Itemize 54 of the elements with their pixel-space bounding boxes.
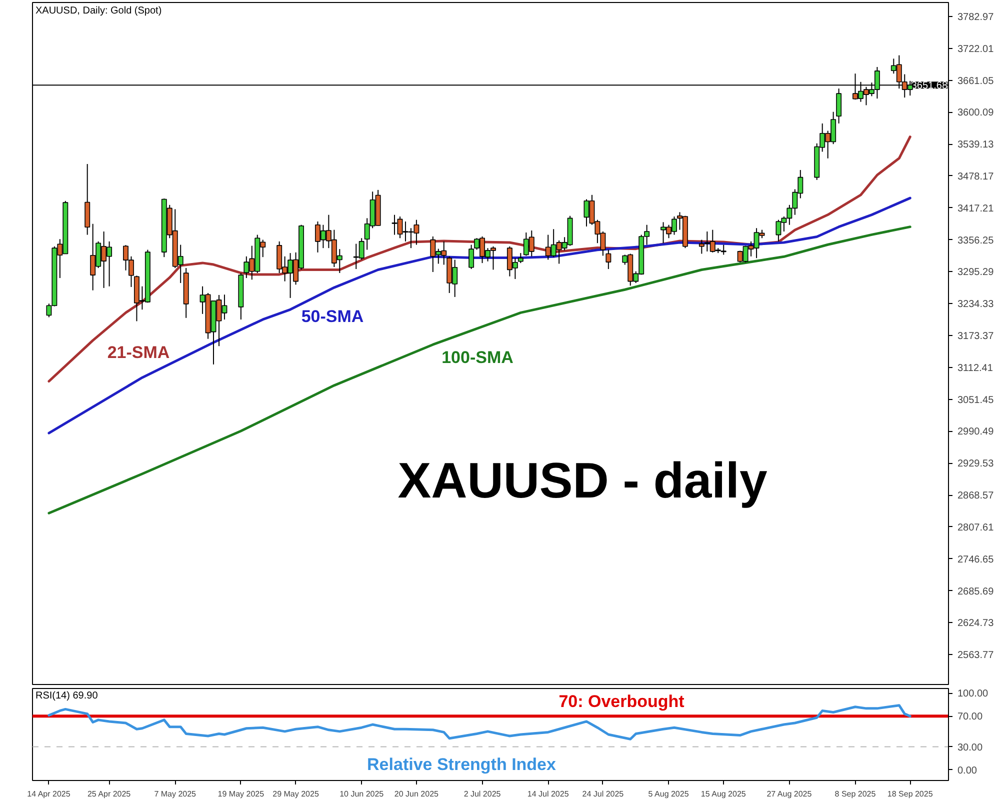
y-tick-label: 2807.61 xyxy=(958,522,994,534)
y-tick-label: 2868.57 xyxy=(958,490,994,502)
line-series xyxy=(48,226,912,514)
y-tick-label: 2990.49 xyxy=(958,426,994,438)
x-tick-label: 19 May 2025 xyxy=(218,790,265,798)
chart-title: RSI(14) 69.90 xyxy=(36,690,98,702)
line-series xyxy=(48,196,912,434)
y-tick-label: 100.00 xyxy=(958,688,989,700)
x-tick-label: 5 Aug 2025 xyxy=(648,790,690,798)
x-tick-label: 10 Jun 2025 xyxy=(340,790,384,798)
x-tick-label: 18 Sep 2025 xyxy=(887,790,934,798)
y-tick-label: 3112.41 xyxy=(958,362,994,374)
ref-line-label: 70: Overbought xyxy=(558,692,685,711)
y-tick-label: 3722.01 xyxy=(958,44,994,55)
y-tick-label: 3478.17 xyxy=(958,171,994,182)
y-tick-label: 2929.53 xyxy=(958,458,994,470)
series-label: 21-SMA xyxy=(107,343,170,362)
y-tick-label: 2624.73 xyxy=(958,618,994,630)
y-tick-label: 3356.25 xyxy=(958,235,994,246)
series-label: 100-SMA xyxy=(442,348,514,367)
candlestick xyxy=(468,244,474,270)
annotation: Relative Strength Index xyxy=(367,755,557,774)
x-tick-label: 25 Apr 2025 xyxy=(87,790,132,798)
candlestick xyxy=(518,252,524,264)
y-tick-label: 3295.29 xyxy=(958,267,994,278)
y-tick-label: 2746.65 xyxy=(958,554,994,566)
x-tick-label: 24 Jul 2025 xyxy=(582,790,624,798)
x-tick-label: 15 Aug 2025 xyxy=(700,790,746,798)
x-tick-label: 29 May 2025 xyxy=(272,790,320,798)
x-tick-label: 14 Jul 2025 xyxy=(527,790,570,798)
y-tick-label: 3234.33 xyxy=(958,299,994,310)
candlestick xyxy=(836,88,842,124)
chart-title: XAUUSD, Daily: Gold (Spot) xyxy=(36,6,162,16)
series-label: 50-SMA xyxy=(301,307,364,326)
y-tick-label: 2685.69 xyxy=(958,586,994,598)
y-tick-label: 3051.45 xyxy=(958,394,994,406)
x-tick-label: 8 Sep 2025 xyxy=(834,790,876,798)
candlestick xyxy=(606,249,612,270)
y-tick-label: 70.00 xyxy=(958,712,983,723)
x-tick-label: 27 Aug 2025 xyxy=(766,790,812,798)
y-tick-label: 30.00 xyxy=(958,742,983,754)
y-tick-label: 3661.05 xyxy=(958,76,994,87)
y-tick-label: 3782.97 xyxy=(958,12,994,23)
y-tick-label: 2563.77 xyxy=(958,650,994,662)
y-tick-label: 0.00 xyxy=(958,765,978,776)
y-tick-label: 3539.13 xyxy=(958,140,994,151)
annotation: XAUUSD - daily xyxy=(398,452,768,508)
x-tick-label: 7 May 2025 xyxy=(154,790,197,798)
x-tick-label: 14 Apr 2025 xyxy=(27,790,71,798)
y-tick-label: 3417.21 xyxy=(958,203,994,214)
x-tick-label: 2 Jul 2025 xyxy=(464,790,502,798)
x-tick-label: 20 Jun 2025 xyxy=(394,790,440,798)
y-tick-label: 3600.09 xyxy=(958,108,994,119)
y-tick-label: 3173.37 xyxy=(958,331,994,342)
